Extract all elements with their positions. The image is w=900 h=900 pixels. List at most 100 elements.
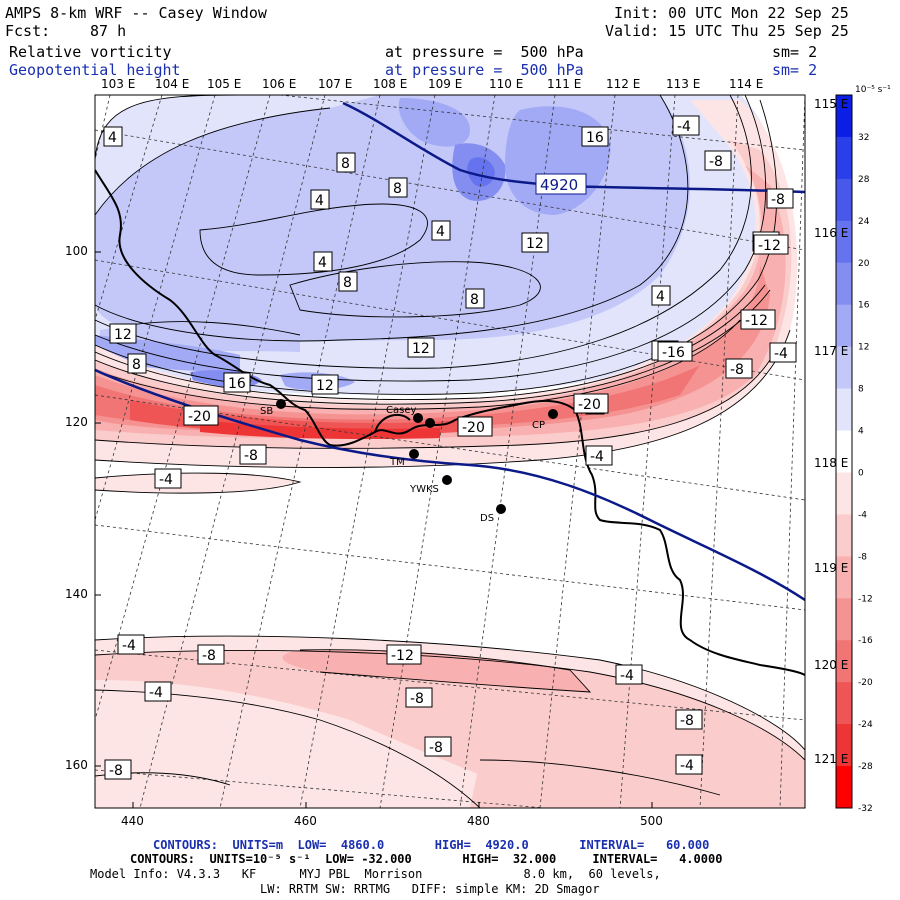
station-label: SB	[260, 406, 273, 417]
svg-text:12: 12	[412, 341, 430, 357]
vorticity-value-label: 16	[581, 126, 609, 147]
vorticity-value-label: -20	[457, 416, 493, 437]
field2-name: Geopotential height	[9, 61, 181, 79]
vorticity-value-label: 8	[388, 177, 408, 198]
right-lon-label: 120 E	[814, 658, 849, 672]
svg-text:16: 16	[228, 376, 246, 392]
vorticity-value-label: -8	[405, 687, 433, 708]
height-contour-info: CONTOURS: UNITS=m LOW= 4860.0 HIGH= 4920…	[153, 838, 710, 852]
vorticity-value-label: -4	[154, 468, 182, 489]
svg-text:16: 16	[586, 130, 604, 146]
vorticity-value-label: 4	[431, 220, 451, 241]
top-lon-label: 110 E	[489, 77, 524, 91]
station-label: YWKS	[409, 484, 439, 495]
svg-text:-4: -4	[590, 449, 604, 465]
axis-ticks	[95, 251, 653, 808]
colorbar-swatch	[836, 136, 852, 180]
vorticity-value-label: -8	[675, 709, 703, 730]
vorticity-value-label: -4	[144, 681, 172, 702]
vorticity-value-label: -4	[675, 754, 703, 775]
left-grid-label: 160	[65, 758, 88, 772]
colorbar-swatch	[836, 682, 852, 725]
top-lon-label: 104 E	[155, 77, 190, 91]
svg-text:-16: -16	[662, 345, 685, 361]
svg-text:4: 4	[108, 130, 117, 146]
vorticity-value-label: -4	[585, 445, 613, 466]
bottom-grid-label: 500	[640, 814, 663, 828]
svg-text:4: 4	[318, 255, 327, 271]
right-lon-label: 115 E	[814, 97, 849, 111]
top-lon-label: 113 E	[666, 77, 701, 91]
colorbar-level-label: 28	[858, 175, 870, 185]
station-marker	[413, 413, 423, 423]
vorticity-value-label: 8	[127, 353, 147, 374]
svg-text:-4: -4	[774, 346, 788, 362]
right-lon-label: 121 E	[814, 752, 849, 766]
right-lon-label: 118 E	[814, 456, 849, 470]
vorticity-value-label: -8	[704, 150, 732, 171]
colorbar-level-label: 12	[858, 343, 869, 353]
svg-text:-20: -20	[462, 420, 485, 436]
colorbar-frame	[835, 94, 853, 809]
height-label-box	[535, 173, 587, 195]
svg-text:-8: -8	[410, 691, 424, 707]
vorticity-value-label: 16	[223, 372, 251, 393]
svg-text:-8: -8	[202, 648, 216, 664]
field1-smoothing: sm= 2	[772, 43, 818, 61]
vorticity-contour-info: CONTOURS: UNITS=10⁻⁵ s⁻¹ LOW= -32.000 HI…	[130, 852, 723, 866]
svg-text:-8: -8	[730, 362, 744, 378]
svg-text:-4: -4	[149, 685, 163, 701]
colorbar-level-label: 20	[858, 259, 870, 269]
svg-text:-8: -8	[771, 192, 785, 208]
vorticity-value-label: -20	[183, 405, 219, 426]
vorticity-value-label: 12	[311, 374, 339, 395]
height-contour-4920	[95, 101, 805, 602]
field2-smoothing: sm= 2	[772, 61, 818, 79]
model-title: AMPS 8-km WRF -- Casey Window	[5, 4, 267, 22]
svg-text:-12: -12	[745, 313, 768, 329]
svg-text:-20: -20	[578, 397, 601, 413]
vorticity-value-label: -12	[386, 644, 422, 665]
right-lon-label: 116 E	[814, 226, 849, 240]
model-info: Model Info: V4.3.3 KF MYJ PBL Morrison 8…	[90, 867, 661, 881]
colorbar-swatch	[836, 388, 852, 432]
field1-level: at pressure = 500 hPa	[385, 43, 584, 61]
colorbar-unit-label: 10⁻⁵ s⁻¹	[855, 85, 891, 95]
svg-text:-8: -8	[680, 713, 694, 729]
svg-text:-8: -8	[109, 763, 123, 779]
physics-info: LW: RRTM SW: RRTMG DIFF: simple KM: 2D S…	[260, 882, 600, 896]
coastline	[95, 169, 805, 676]
left-grid-label: 100	[65, 244, 88, 258]
station-marker	[276, 399, 286, 409]
colorbar-level-label: 32	[858, 133, 869, 143]
vorticity-value-label: 12	[521, 232, 549, 253]
vorticity-value-label: -8	[104, 759, 132, 780]
vorticity-value-label: -12	[740, 309, 776, 330]
height-contour-label: 4920	[540, 176, 578, 194]
colorbar-swatch	[836, 598, 852, 641]
colorbar-swatch	[836, 472, 852, 515]
top-lon-label: 109 E	[428, 77, 463, 91]
vorticity-value-label: 4	[310, 189, 330, 210]
colorbar-level-label: -32	[858, 804, 873, 814]
svg-text:4: 4	[315, 193, 324, 209]
svg-text:-20: -20	[188, 409, 211, 425]
colorbar-swatch	[836, 556, 852, 599]
vorticity-value-label: 4	[103, 126, 123, 147]
colorbar-swatch	[836, 95, 852, 138]
colorbar-level-label: 8	[858, 385, 864, 395]
svg-text:-4: -4	[620, 668, 634, 684]
svg-text:-4: -4	[159, 472, 173, 488]
map-frame	[94, 94, 806, 809]
colorbar-swatch	[836, 304, 852, 348]
top-lon-label: 111 E	[547, 77, 582, 91]
colorbar-swatch	[836, 178, 852, 222]
init-time: Init: 00 UTC Mon 22 Sep 25	[614, 4, 849, 22]
svg-text:-8: -8	[244, 448, 258, 464]
vorticity-value-label: 12	[109, 323, 137, 344]
forecast-hours: 87 h	[90, 22, 127, 40]
station-label: CP	[532, 420, 545, 431]
vorticity-value-label: 8	[336, 152, 356, 173]
vorticity-value-label: -4	[769, 342, 797, 363]
